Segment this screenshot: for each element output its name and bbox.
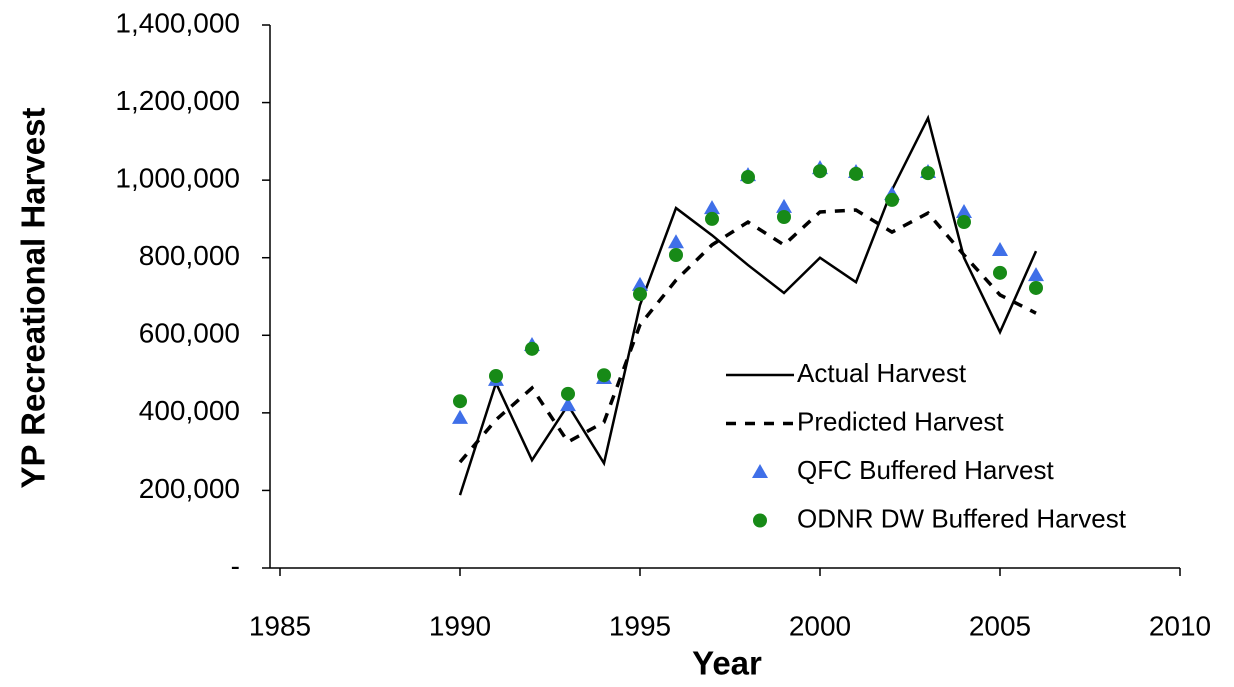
triangle-marker (560, 397, 576, 412)
y-tick-label: 1,200,000 (115, 85, 240, 116)
y-tick-label: 600,000 (139, 318, 240, 349)
x-tick-label: 2005 (969, 610, 1031, 641)
line (458, 114, 1038, 496)
legend-circle (753, 513, 767, 528)
legend-label: Actual Harvest (797, 358, 967, 388)
circle-marker (993, 265, 1007, 280)
circle-marker (957, 215, 971, 230)
circle-marker (813, 164, 827, 179)
triangle-marker (1028, 267, 1044, 282)
line (458, 208, 1037, 464)
circle-marker (597, 368, 611, 383)
x-tick-label: 1995 (609, 610, 671, 641)
y-tick-label: 200,000 (139, 473, 240, 504)
x-tick-label: 1985 (249, 610, 311, 641)
x-tick-label: 2010 (1149, 610, 1211, 641)
y-tick-label: 1,400,000 (115, 7, 240, 38)
circle-marker (741, 170, 755, 185)
triangle-marker (992, 241, 1008, 256)
circle-marker (1029, 280, 1043, 295)
triangle-marker (704, 200, 720, 215)
triangle-marker (452, 409, 468, 424)
circle-marker (453, 394, 467, 409)
triangle-marker (632, 276, 648, 291)
legend-label: Predicted Harvest (797, 406, 1004, 436)
y-tick-label: 800,000 (139, 240, 240, 271)
y-tick-label: 400,000 (139, 395, 240, 426)
legend-triangle (752, 464, 768, 478)
legend-label: ODNR DW Buffered Harvest (797, 503, 1127, 533)
circle-marker (561, 386, 575, 401)
triangle-marker (776, 198, 792, 213)
x-axis-title: Year (692, 645, 762, 682)
y-tick-label: 1,000,000 (115, 163, 240, 194)
circle-marker (849, 166, 863, 181)
x-tick-label: 2000 (789, 610, 851, 641)
circle-marker (669, 247, 683, 262)
legend-label: QFC Buffered Harvest (797, 455, 1055, 485)
circle-marker (489, 369, 503, 384)
x-tick-label: 1990 (429, 610, 491, 641)
triangle-marker (668, 234, 684, 249)
circle-marker (777, 209, 791, 224)
circle-marker (525, 341, 539, 356)
y-tick-label: - (231, 550, 240, 581)
circle-marker (921, 166, 935, 181)
triangle-marker (956, 203, 972, 218)
circle-marker (633, 287, 647, 302)
circle-marker (705, 211, 719, 226)
circle-marker (885, 192, 899, 207)
y-axis-title: YP Recreational Harvest (15, 108, 52, 489)
